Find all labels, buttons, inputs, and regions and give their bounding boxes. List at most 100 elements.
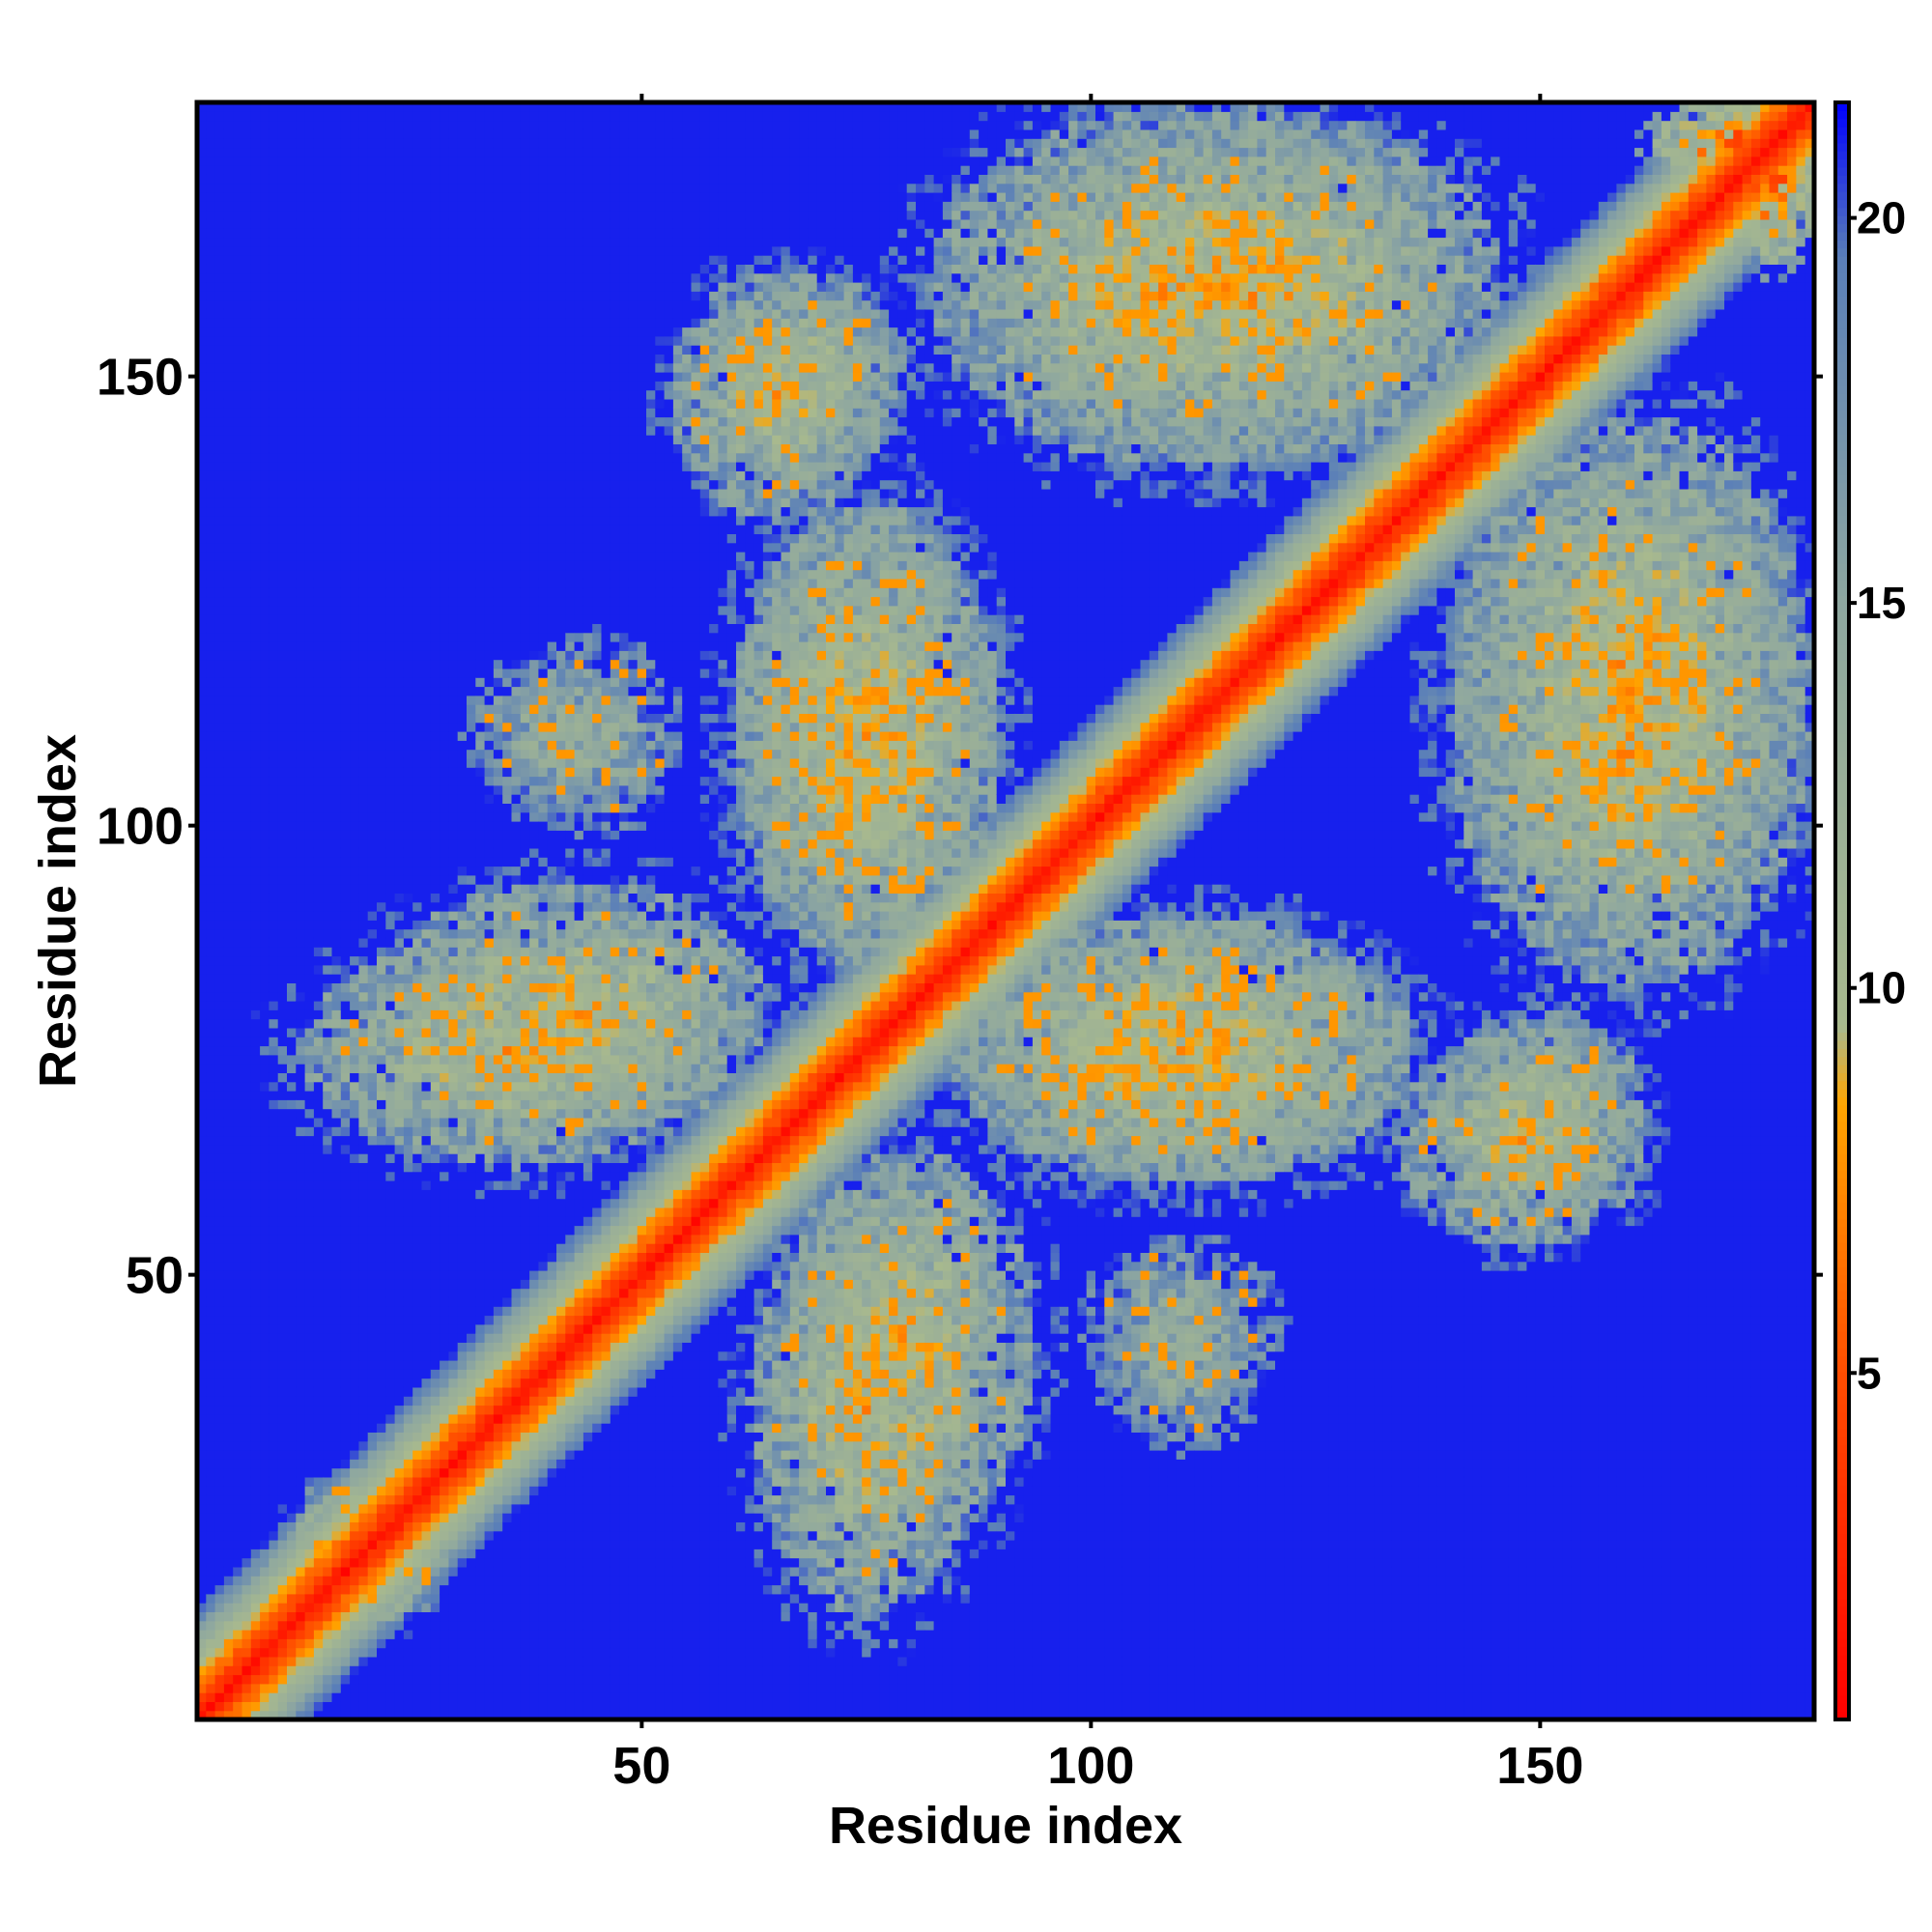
heatmap-cell	[251, 327, 261, 337]
heatmap-cell	[385, 1548, 395, 1558]
heatmap-cell	[358, 1316, 368, 1325]
heatmap-cell	[260, 848, 270, 858]
heatmap-cell	[278, 641, 288, 651]
heatmap-cell	[224, 560, 234, 570]
heatmap-cell	[358, 839, 368, 849]
heatmap-cell	[305, 1270, 315, 1280]
heatmap-cell	[305, 614, 315, 624]
heatmap-cell	[269, 174, 278, 184]
heatmap-cell	[314, 677, 324, 687]
heatmap-cell	[242, 184, 252, 193]
heatmap-cell	[269, 1477, 278, 1487]
heatmap-cell	[358, 606, 368, 615]
heatmap-cell	[350, 767, 359, 777]
heatmap-cell	[251, 489, 261, 498]
heatmap-cell	[233, 238, 242, 247]
heatmap-cell	[260, 1226, 270, 1236]
heatmap-cell	[233, 300, 242, 310]
heatmap-cell	[296, 848, 305, 858]
heatmap-cell	[341, 1037, 351, 1046]
heatmap-cell	[358, 255, 368, 265]
heatmap-cell	[341, 138, 351, 148]
heatmap-cell	[278, 1180, 288, 1190]
heatmap-cell	[242, 138, 252, 148]
heatmap-cell	[233, 1306, 242, 1316]
heatmap-cell	[323, 264, 332, 273]
heatmap-cell	[332, 1450, 342, 1460]
heatmap-cell	[260, 947, 270, 956]
heatmap-cell	[404, 1692, 413, 1702]
heatmap-cell	[233, 390, 242, 400]
heatmap-cell	[341, 1262, 351, 1271]
heatmap-cell	[368, 867, 378, 876]
heatmap-cell	[233, 489, 242, 498]
heatmap-cell	[260, 228, 270, 238]
heatmap-cell	[305, 1208, 315, 1217]
heatmap-cell	[242, 111, 252, 121]
heatmap-cell	[385, 1692, 395, 1702]
heatmap-cell	[395, 390, 405, 400]
heatmap-cell	[368, 435, 378, 444]
heatmap-cell	[314, 390, 324, 400]
heatmap-cell	[368, 1567, 378, 1577]
heatmap-cell	[341, 1675, 351, 1685]
heatmap-cell	[233, 1118, 242, 1127]
heatmap-cell	[233, 211, 242, 220]
heatmap-cell	[358, 1665, 368, 1675]
heatmap-cell	[350, 614, 359, 624]
heatmap-cell	[305, 830, 315, 839]
heatmap-cell	[287, 606, 297, 615]
heatmap-cell	[242, 1396, 252, 1406]
heatmap-cell	[332, 1055, 342, 1065]
heatmap-cell	[395, 1091, 405, 1100]
heatmap-cell	[314, 1441, 324, 1451]
heatmap-cell	[296, 1037, 305, 1046]
heatmap-cell	[323, 543, 332, 553]
heatmap-cell	[395, 614, 405, 624]
heatmap-cell	[404, 1594, 413, 1604]
heatmap-cell	[296, 839, 305, 849]
heatmap-cell	[287, 1351, 297, 1361]
heatmap-cell	[332, 1621, 342, 1631]
heatmap-cell	[269, 192, 278, 202]
heatmap-cell	[215, 1369, 225, 1378]
heatmap-cell	[242, 1297, 252, 1307]
heatmap-cell	[278, 138, 288, 148]
heatmap-cell	[404, 1342, 413, 1351]
heatmap-cell	[296, 1316, 305, 1325]
heatmap-cell	[206, 1657, 215, 1666]
heatmap-cell	[242, 1567, 252, 1577]
heatmap-cell	[332, 1342, 342, 1351]
heatmap-cell	[278, 327, 288, 337]
heatmap-cell	[296, 121, 305, 130]
heatmap-cell	[350, 1037, 359, 1046]
heatmap-cell	[242, 1531, 252, 1541]
heatmap-cell	[224, 1701, 234, 1711]
heatmap-cell	[269, 497, 278, 507]
heatmap-cell	[395, 1351, 405, 1361]
heatmap-cell	[233, 1468, 242, 1478]
heatmap-cell	[377, 138, 386, 148]
heatmap-cell	[314, 570, 324, 580]
heatmap-cell	[287, 174, 297, 184]
heatmap-cell	[269, 273, 278, 283]
heatmap-cell	[224, 597, 234, 607]
heatmap-cell	[296, 543, 305, 553]
heatmap-cell	[314, 1055, 324, 1065]
heatmap-cell	[260, 920, 270, 929]
heatmap-cell	[287, 1019, 297, 1029]
heatmap-cell	[251, 174, 261, 184]
heatmap-cell	[314, 660, 324, 669]
heatmap-cell	[341, 1657, 351, 1666]
heatmap-cell	[368, 1180, 378, 1190]
heatmap-cell	[242, 677, 252, 687]
heatmap-cell	[341, 1548, 351, 1558]
heatmap-cell	[215, 165, 225, 175]
heatmap-cell	[395, 687, 405, 696]
heatmap-cell	[350, 543, 359, 553]
heatmap-cell	[368, 121, 378, 130]
heatmap-cell	[278, 650, 288, 660]
heatmap-cell	[287, 803, 297, 812]
heatmap-cell	[350, 470, 359, 480]
heatmap-cell	[323, 1252, 332, 1262]
